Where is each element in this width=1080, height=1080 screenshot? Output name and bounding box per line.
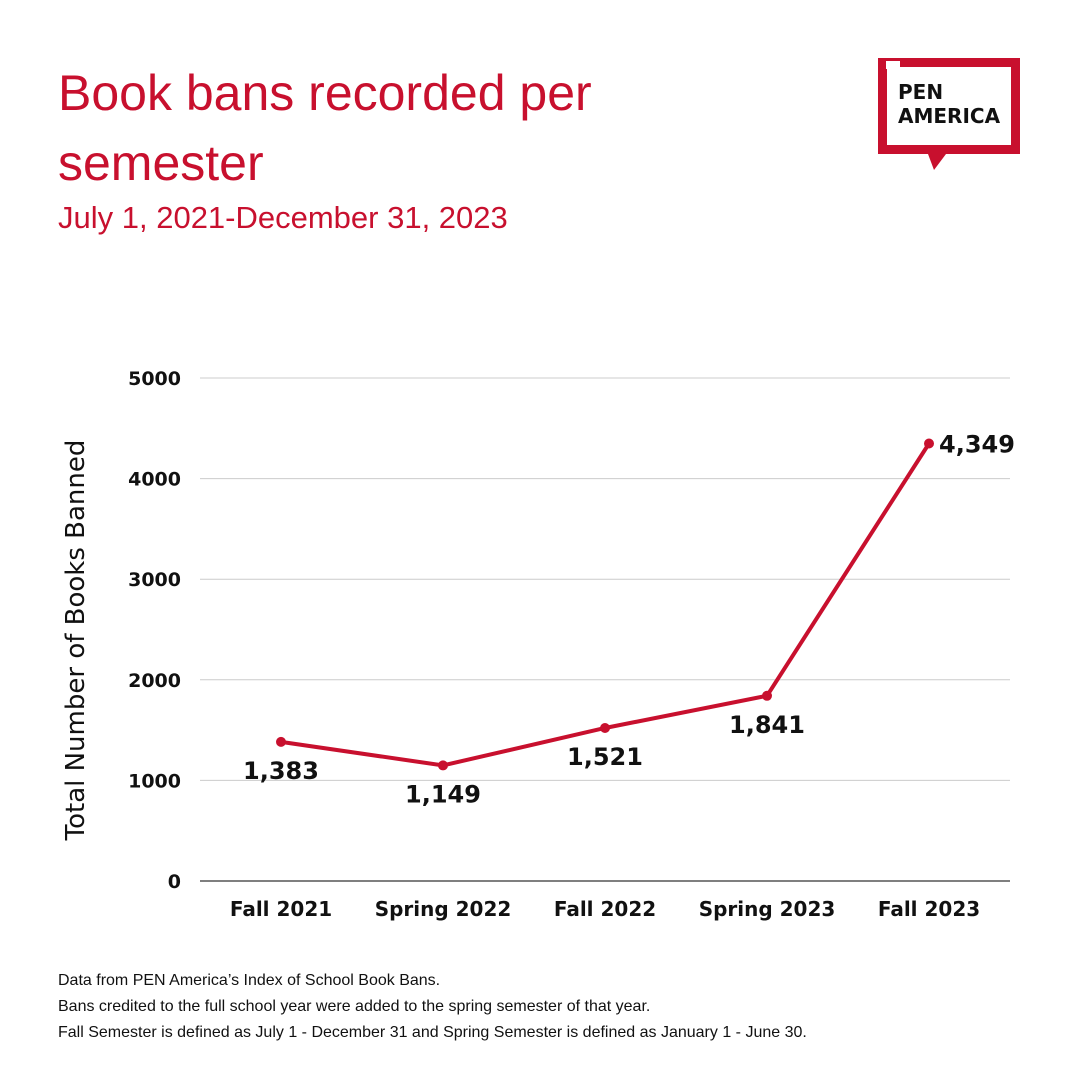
data-point <box>276 736 286 747</box>
logo-frame-icon <box>878 58 1020 170</box>
footnote-full-year: Bans credited to the full school year we… <box>58 998 651 1015</box>
logo-line-pen: PEN <box>898 80 944 104</box>
chart-subtitle: July 1, 2021-December 31, 2023 <box>58 200 508 235</box>
data-label: 4,349 <box>939 430 1015 458</box>
y-tick-label: 0 <box>168 871 181 893</box>
y-tick-label: 2000 <box>128 670 181 692</box>
series-line-path <box>279 441 931 768</box>
x-tick-label: Fall 2021 <box>230 897 332 921</box>
line-chart: 0 1000 2000 3000 4000 5000 Fall 2021 Spring 20… <box>61 368 1015 921</box>
data-point <box>924 438 934 449</box>
footnote-source: Data from PEN America’s Index of School … <box>58 972 441 989</box>
pen-america-logo: PEN AMERICA <box>878 58 1020 172</box>
y-axis-label: Total Number of Books Banned <box>61 440 91 842</box>
y-tick-label: 3000 <box>128 569 181 591</box>
footnotes: Data from PEN America’s Index of School … <box>58 968 807 1046</box>
y-tick-label: 5000 <box>128 368 181 390</box>
data-point <box>762 690 772 701</box>
data-label: 1,149 <box>405 780 481 808</box>
data-label: 1,521 <box>567 743 643 771</box>
y-tick-label: 1000 <box>128 770 181 792</box>
series-line <box>276 438 934 771</box>
logo-line-america: AMERICA <box>898 104 1001 128</box>
footnote-definition: Fall Semester is defined as July 1 - Dec… <box>58 1024 807 1041</box>
gridlines <box>200 377 1010 882</box>
y-tick-label: 4000 <box>128 469 181 491</box>
x-tick-label: Spring 2022 <box>375 897 512 921</box>
x-axis-labels: Fall 2021 Spring 2022 Fall 2022 Spring 2023… <box>230 897 980 921</box>
x-tick-label: Spring 2023 <box>699 897 836 921</box>
data-point <box>600 722 610 733</box>
y-axis-ticks: 0 1000 2000 3000 4000 5000 <box>128 368 181 893</box>
chart-title: Book bans recorded per semester <box>58 65 592 191</box>
x-tick-label: Fall 2022 <box>554 897 656 921</box>
data-labels: 1,383 1,149 1,521 1,841 4,349 <box>243 430 1015 808</box>
data-label: 1,841 <box>729 711 805 739</box>
data-point <box>438 760 448 771</box>
x-tick-label: Fall 2023 <box>878 897 980 921</box>
data-label: 1,383 <box>243 757 319 785</box>
